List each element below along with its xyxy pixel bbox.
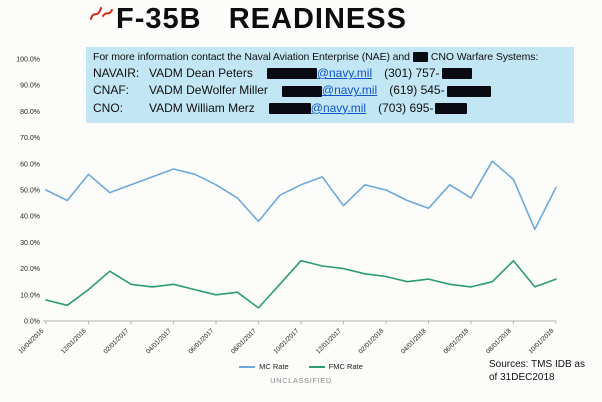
y-axis-tick-label: 40.0%: [20, 214, 40, 221]
x-axis-tick-label: 06/01/2017: [187, 327, 215, 355]
contact-info-box: For more information contact the Naval A…: [86, 47, 574, 124]
series-line-fmc-rate: [45, 259, 557, 309]
y-axis-tick-label: 60.0%: [20, 161, 40, 168]
contact-phone: (619) 545-: [389, 82, 491, 99]
contact-email: @navy.mil: [266, 65, 373, 82]
legend-label: MC Rate: [259, 362, 289, 371]
contact-name: VADM Dean Peters: [149, 66, 253, 80]
y-axis-tick-label: 80.0%: [20, 109, 40, 116]
email-link[interactable]: @navy.mil: [316, 66, 373, 80]
contact-org: CNO:: [93, 100, 123, 115]
y-axis-tick-label: 10.0%: [20, 292, 40, 299]
redacted-text: [441, 68, 472, 80]
info-heading: For more information contact the Naval A…: [93, 51, 567, 63]
contact-name: VADM DeWolfer Miller: [149, 83, 268, 98]
redacted-text: [266, 68, 317, 80]
contact-email: @navy.mil: [268, 100, 367, 117]
legend-item-fmc-rate: FMC Rate: [308, 362, 363, 371]
x-axis-tick-label: 10/01/2018: [527, 327, 555, 355]
contact-row-cno: CNO: VADM William Merz @navy.mil (703) 6…: [93, 100, 567, 117]
x-axis-tick-label: 12/01/2016: [60, 327, 88, 355]
series-line-mc-rate: [45, 160, 557, 231]
x-axis-tick-label: 02/01/2018: [357, 327, 385, 355]
phone-prefix: (619) 545-: [389, 83, 445, 98]
x-axis-tick-label: 12/01/2017: [315, 327, 343, 355]
y-axis-tick-label: 30.0%: [20, 240, 40, 247]
contact-row-navair: NAVAIR: VADM Dean Peters @navy.mil (301)…: [93, 65, 567, 82]
contact-name: VADM William Merz: [149, 100, 255, 115]
x-axis-tick-label: 08/01/2017: [230, 327, 258, 355]
fmc-rate-line-swatch: [308, 365, 325, 368]
y-axis-tick-label: 50.0%: [20, 188, 40, 195]
x-axis-tick-label: 10/04/2016: [17, 327, 45, 355]
y-axis-tick-label: 70.0%: [20, 135, 40, 142]
redacted-text: [268, 102, 311, 114]
x-axis-tick-label: 04/01/2017: [145, 327, 173, 355]
email-link[interactable]: @navy.mil: [321, 83, 378, 98]
y-axis-tick-label: 90.0%: [20, 83, 40, 90]
email-link[interactable]: @navy.mil: [310, 100, 367, 115]
info-heading-text: For more information contact the Naval A…: [93, 51, 410, 63]
contact-org: NAVAIR:: [93, 66, 140, 80]
contact-phone: (703) 695-: [378, 100, 468, 117]
contact-row-cnaf: CNAF: VADM DeWolfer Miller @navy.mil (61…: [93, 82, 567, 99]
x-axis-tick-label: 06/01/2018: [442, 327, 470, 355]
y-axis-tick-label: 20.0%: [20, 266, 40, 273]
contact-phone: (301) 757-: [384, 65, 472, 82]
info-heading-text-2: CNO Warfare Systems:: [430, 51, 539, 63]
phone-prefix: (301) 757-: [384, 66, 440, 80]
chart-legend: MC Rate FMC Rate: [0, 362, 602, 371]
x-axis-tick-label: 10/01/2017: [272, 327, 300, 355]
legend-label: FMC Rate: [328, 362, 363, 371]
contact-email: @navy.mil: [281, 82, 378, 99]
redacted-text: [281, 85, 322, 97]
classification-marking: UNCLASSIFIED: [270, 376, 332, 385]
phone-prefix: (703) 695-: [378, 100, 434, 115]
y-axis-tick-label: 100.0%: [16, 57, 40, 64]
x-axis-tick-label: 04/01/2018: [400, 327, 428, 355]
legend-item-mc-rate: MC Rate: [239, 362, 289, 371]
y-axis-tick-label: 0.0%: [24, 319, 40, 326]
redacted-text: [446, 85, 491, 97]
red-pen-stroke: [90, 7, 113, 20]
redacted-text: [435, 102, 468, 114]
redacted-text: [412, 52, 428, 63]
source-note: Sources: TMS IDB as of 31DEC2018: [489, 359, 585, 383]
x-axis-tick-label: 08/01/2018: [485, 327, 513, 355]
contact-org: CNAF:: [93, 83, 129, 98]
x-axis-tick-label: 02/01/2017: [102, 327, 130, 355]
page-title: F-35B READINESS: [116, 3, 407, 35]
red-pen-mark: [90, 7, 113, 20]
mc-rate-line-swatch: [239, 365, 256, 368]
